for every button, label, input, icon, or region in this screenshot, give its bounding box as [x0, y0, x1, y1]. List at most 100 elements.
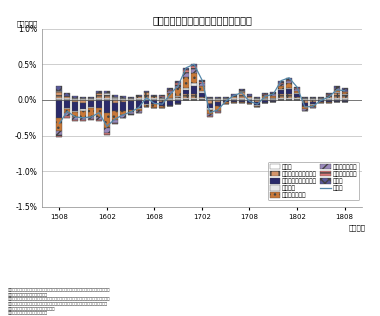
Bar — [64, 108, 70, 109]
Bar — [64, 99, 70, 100]
Bar — [302, 97, 308, 99]
Bar — [310, 100, 316, 102]
Bar — [318, 102, 324, 103]
Bar — [56, 135, 62, 137]
Bar — [199, 80, 205, 81]
Bar — [120, 96, 126, 98]
Bar — [104, 94, 110, 95]
Bar — [88, 119, 94, 120]
Bar — [128, 114, 134, 115]
Bar — [223, 99, 229, 100]
Bar — [278, 99, 284, 100]
Bar — [326, 94, 332, 95]
Bar — [96, 91, 102, 93]
Bar — [104, 100, 110, 113]
Bar — [215, 100, 221, 102]
Bar — [255, 100, 260, 102]
Bar — [294, 99, 300, 100]
Bar — [239, 99, 245, 100]
Bar — [334, 92, 340, 94]
Bar — [223, 100, 229, 102]
Bar — [278, 89, 284, 90]
Bar — [310, 99, 316, 100]
Bar — [310, 102, 316, 104]
Bar — [318, 100, 324, 102]
Bar — [286, 81, 292, 83]
Bar — [207, 110, 213, 114]
Bar — [318, 97, 324, 99]
Bar — [144, 99, 149, 100]
Bar — [159, 102, 165, 106]
Bar — [207, 108, 213, 110]
Bar — [128, 101, 134, 110]
Bar — [183, 70, 189, 74]
Bar — [175, 99, 181, 100]
Bar — [262, 93, 268, 94]
Bar — [136, 108, 142, 109]
Bar — [64, 113, 70, 116]
Bar — [215, 106, 221, 111]
Bar — [64, 109, 70, 113]
Bar — [342, 91, 347, 92]
Bar — [72, 100, 78, 102]
Bar — [334, 90, 340, 92]
Bar — [72, 102, 78, 111]
Bar — [286, 80, 292, 81]
Bar — [120, 99, 126, 100]
Bar — [294, 97, 300, 99]
Bar — [175, 96, 181, 97]
Bar — [294, 91, 300, 94]
Bar — [88, 99, 94, 100]
Bar — [120, 115, 126, 118]
Bar — [302, 106, 308, 109]
Bar — [167, 101, 173, 106]
Bar — [215, 112, 221, 113]
Bar — [247, 99, 252, 100]
Bar — [167, 88, 173, 90]
Bar — [255, 105, 260, 106]
Bar — [247, 103, 252, 104]
Bar — [342, 100, 347, 102]
Bar — [302, 99, 308, 100]
Bar — [191, 69, 197, 73]
Bar — [159, 99, 165, 100]
Bar — [310, 107, 316, 108]
Bar — [128, 97, 134, 99]
Bar — [167, 98, 173, 99]
Bar — [104, 113, 110, 128]
Bar — [112, 103, 118, 111]
Bar — [326, 100, 332, 102]
Bar — [72, 111, 78, 112]
Bar — [199, 97, 205, 99]
Bar — [239, 91, 245, 92]
Bar — [255, 106, 260, 107]
Bar — [96, 100, 102, 108]
Bar — [152, 95, 157, 96]
Bar — [278, 94, 284, 99]
Bar — [199, 83, 205, 86]
Bar — [96, 94, 102, 99]
Bar — [286, 88, 292, 89]
Bar — [310, 104, 316, 105]
Bar — [88, 101, 94, 107]
Bar — [72, 120, 78, 121]
Bar — [262, 96, 268, 99]
Bar — [128, 100, 134, 101]
Bar — [247, 94, 252, 96]
Bar — [342, 92, 347, 94]
Bar — [120, 111, 126, 115]
Bar — [175, 86, 181, 88]
Bar — [278, 83, 284, 84]
Bar — [286, 99, 292, 100]
Text: （月次）: （月次） — [348, 225, 365, 231]
Bar — [215, 97, 221, 99]
Bar — [120, 100, 126, 102]
Bar — [56, 86, 62, 91]
Bar — [294, 89, 300, 91]
Bar — [294, 94, 300, 97]
Bar — [270, 99, 276, 100]
Bar — [88, 97, 94, 99]
Bar — [255, 97, 260, 99]
Bar — [286, 78, 292, 80]
Bar — [167, 91, 173, 94]
